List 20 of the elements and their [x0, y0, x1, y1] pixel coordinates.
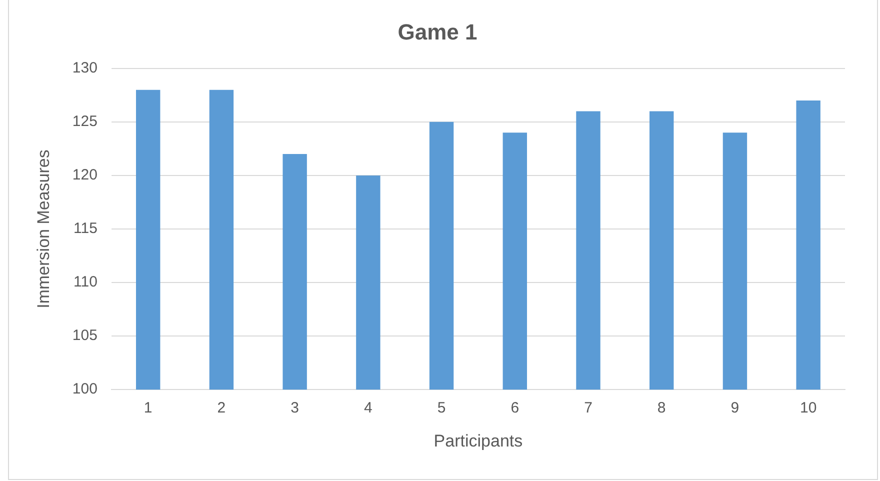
y-tick-label: 120: [72, 166, 98, 184]
x-tick-label: 7: [584, 400, 592, 417]
x-tick-label: 2: [217, 400, 226, 417]
x-tick-label: 6: [510, 400, 520, 417]
x-tick-label: 8: [657, 400, 666, 417]
x-tick-label: 10: [800, 400, 817, 417]
chart-title: Game 1: [398, 19, 478, 44]
x-tick-label: 9: [730, 400, 740, 417]
y-tick-label: 125: [72, 113, 98, 130]
x-tick-label: 3: [290, 400, 299, 417]
y-tick-label: 115: [74, 220, 98, 238]
x-axis-title: Participants: [434, 431, 523, 450]
x-tick-label: 1: [144, 400, 152, 417]
y-tick-label: 110: [74, 274, 98, 291]
y-axis-title: Immersion Measures: [34, 150, 53, 308]
x-tick-label: 4: [364, 400, 372, 417]
y-tick-label: 100: [72, 380, 98, 398]
x-tick-label: 5: [437, 400, 446, 417]
y-tick-label: 105: [72, 327, 98, 344]
y-tick-label: 130: [72, 60, 98, 77]
